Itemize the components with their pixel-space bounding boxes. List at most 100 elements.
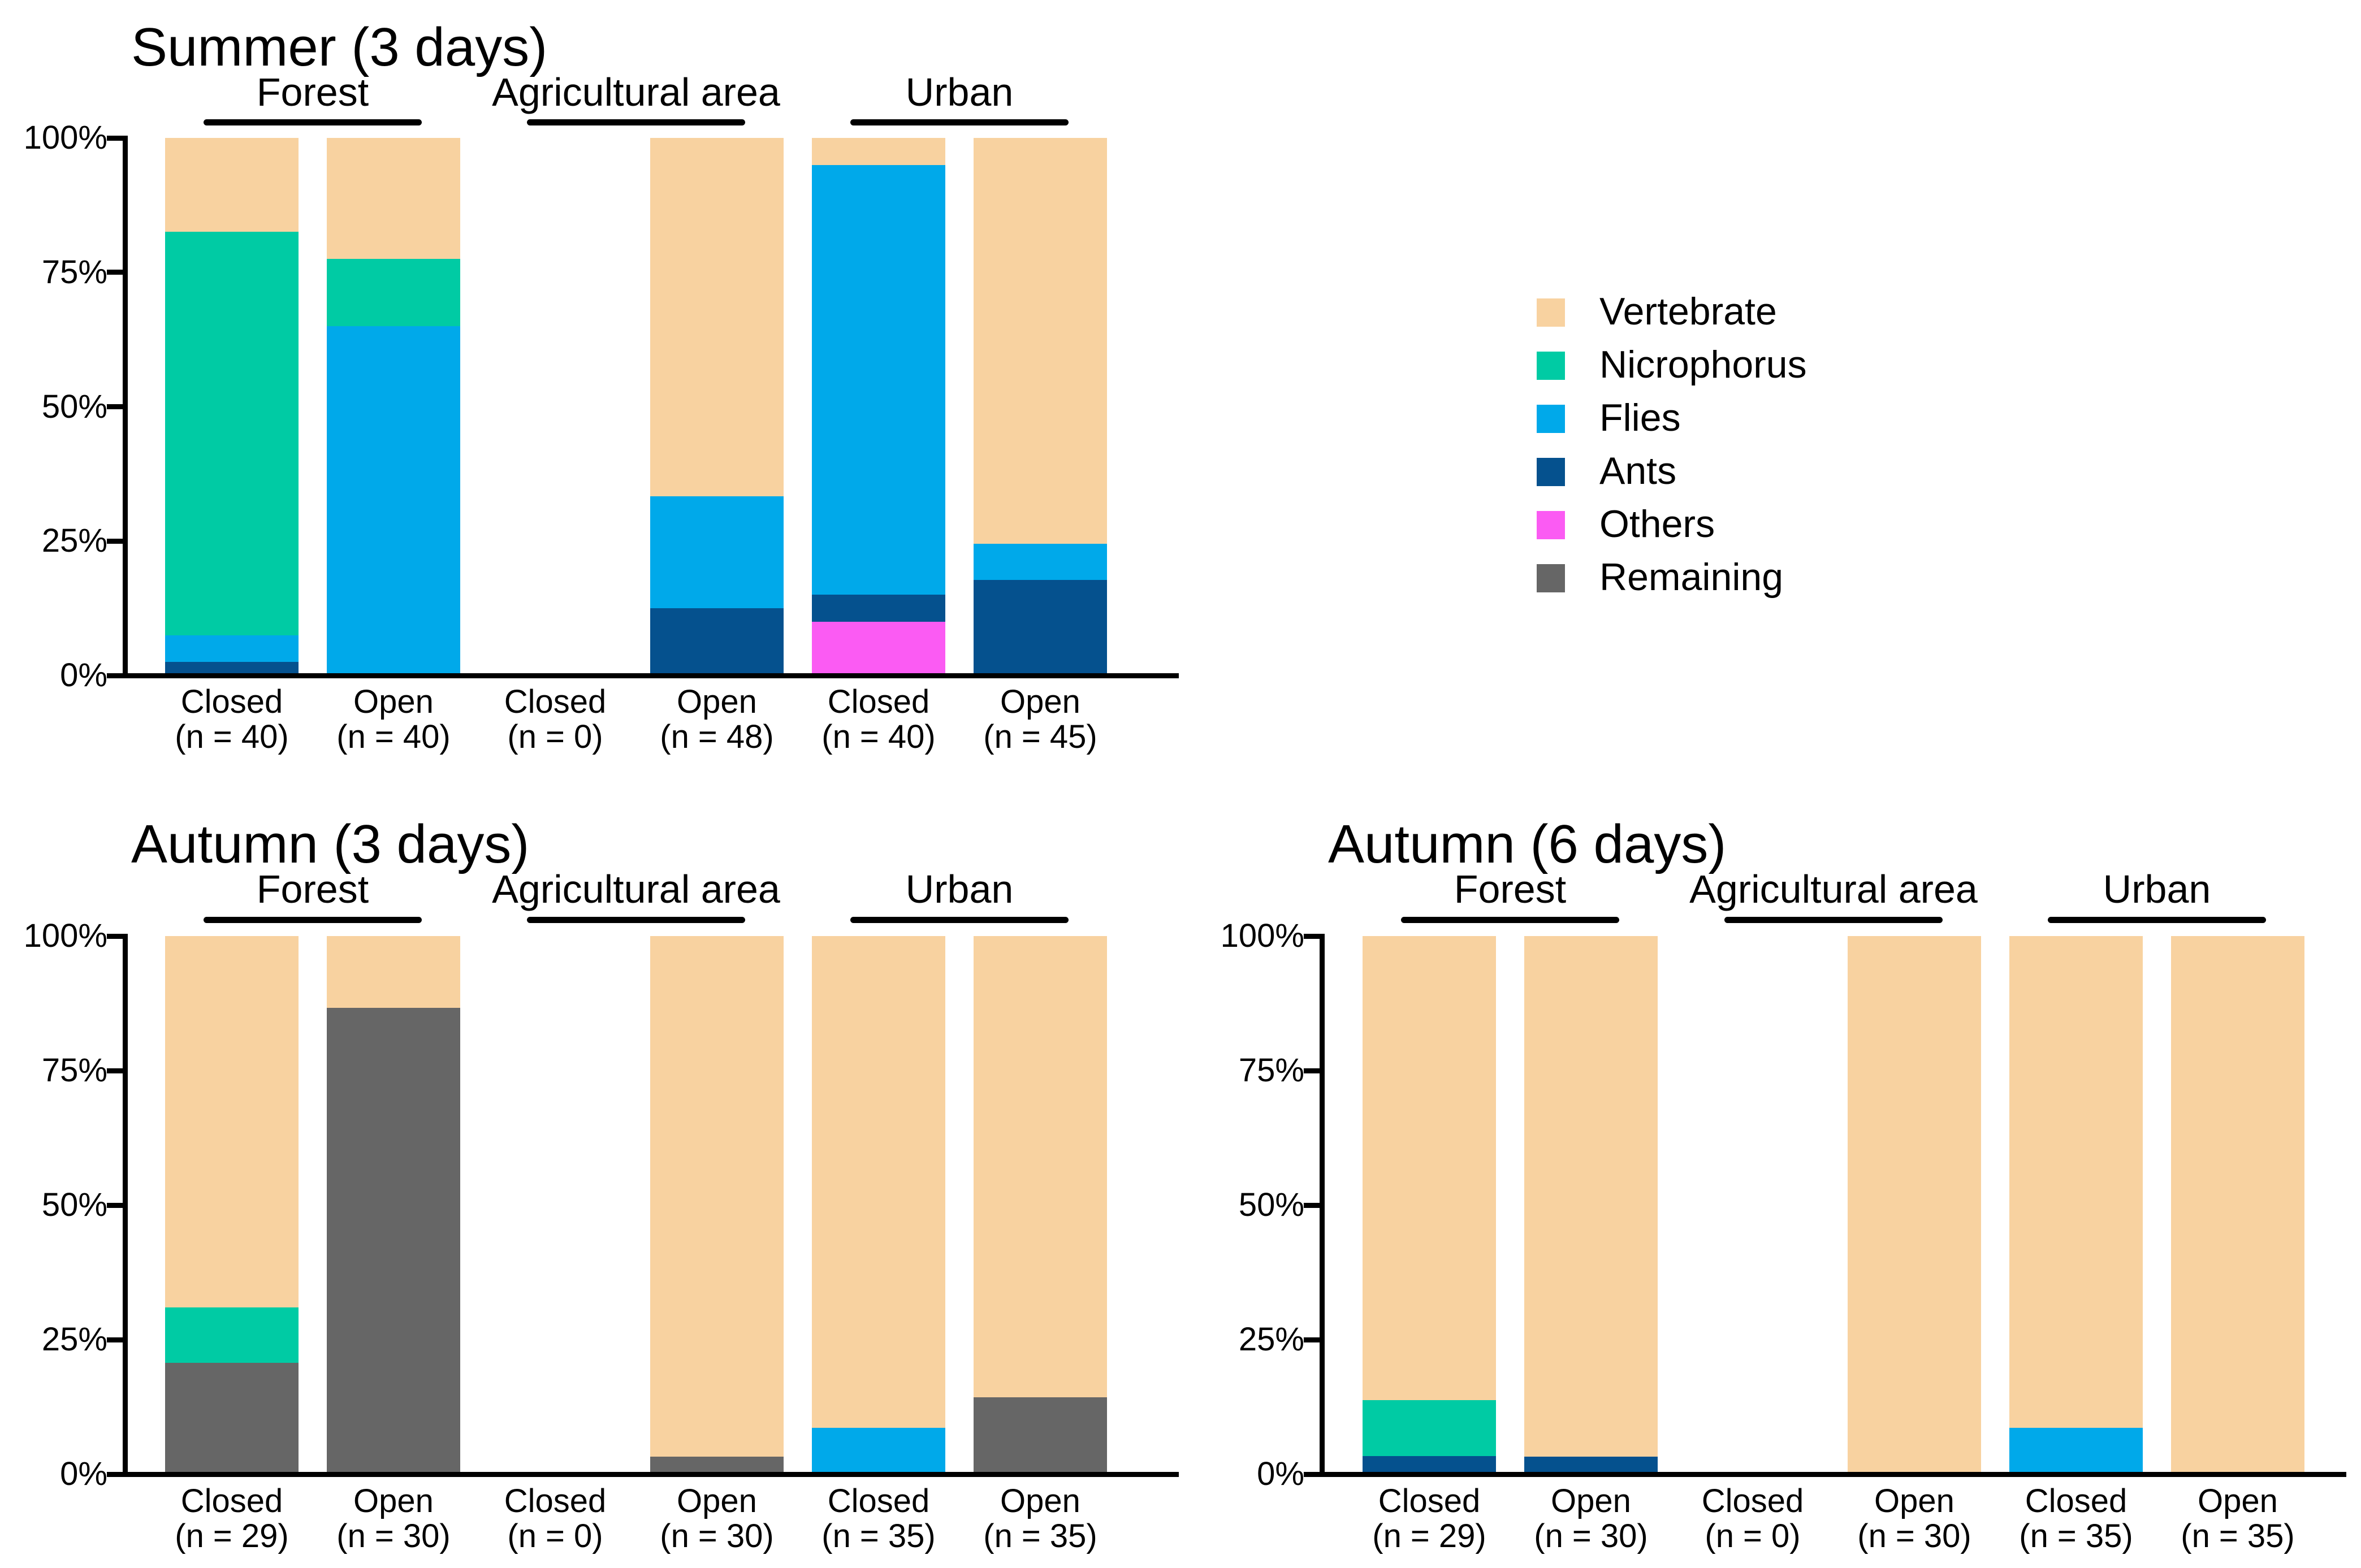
legend-swatch-remaining <box>1537 564 1565 592</box>
bar-segment-vertebrate <box>165 936 299 1307</box>
x-tick-label: Closed <box>1378 1483 1481 1519</box>
y-axis-tick <box>107 404 123 409</box>
bar-segment-remaining <box>165 1363 299 1474</box>
y-tick-label: 25% <box>41 1321 107 1358</box>
bar-segment-vertebrate <box>974 138 1107 544</box>
group-label: Forest <box>256 867 369 911</box>
x-tick-n-label: (n = 29) <box>175 1518 289 1554</box>
group-label: Agricultural area <box>492 867 780 911</box>
group-label: Agricultural area <box>492 70 780 114</box>
y-axis-line <box>1320 934 1325 1477</box>
x-tick-n-label: (n = 0) <box>507 1518 603 1554</box>
y-tick-label: 0% <box>60 657 107 694</box>
x-tick-label: Open <box>1000 1483 1080 1519</box>
y-axis-tick <box>107 136 123 141</box>
y-tick-label: 100% <box>23 917 107 954</box>
y-tick-label: 50% <box>1238 1186 1304 1223</box>
group-underline <box>850 917 1069 923</box>
x-tick-n-label: (n = 45) <box>983 718 1097 755</box>
bar-segment-nicrophorus <box>165 1307 299 1363</box>
bar-segment-ants <box>1524 1457 1658 1474</box>
bar-segment-ants <box>974 580 1107 675</box>
x-tick-label: Closed <box>504 1483 607 1519</box>
x-tick-label: Open <box>677 683 757 720</box>
bar-segment-vertebrate <box>812 936 945 1428</box>
x-tick-label: Open <box>1000 683 1080 720</box>
bar-segment-vertebrate <box>327 936 460 1008</box>
group-underline <box>850 119 1069 125</box>
bar-segment-flies <box>812 165 945 595</box>
y-tick-label: 25% <box>41 522 107 559</box>
legend-label: Others <box>1599 503 1715 545</box>
y-axis-tick <box>107 539 123 544</box>
y-axis-line <box>123 934 128 1477</box>
x-tick-n-label: (n = 30) <box>660 1518 774 1554</box>
bar-segment-vertebrate <box>2171 936 2304 1474</box>
bar-segment-flies <box>327 326 460 675</box>
y-tick-label: 75% <box>41 254 107 291</box>
legend-swatch-others <box>1537 511 1565 539</box>
x-tick-label: Closed <box>1701 1483 1804 1519</box>
x-axis-line <box>123 1472 1179 1477</box>
y-tick-label: 50% <box>41 388 107 425</box>
bar-segment-vertebrate <box>1848 936 1981 1474</box>
y-axis-tick <box>107 1337 123 1342</box>
x-tick-label: Open <box>1551 1483 1631 1519</box>
bar-segment-remaining <box>974 1397 1107 1474</box>
x-tick-n-label: (n = 35) <box>983 1518 1097 1554</box>
bar-segment-nicrophorus <box>165 232 299 635</box>
x-tick-n-label: (n = 35) <box>2019 1518 2133 1554</box>
y-tick-label: 75% <box>41 1052 107 1089</box>
y-axis-tick <box>1304 1068 1320 1073</box>
bar-segment-others <box>812 622 945 675</box>
group-label: Agricultural area <box>1689 867 1978 911</box>
group-label: Forest <box>1454 867 1567 911</box>
y-axis-tick <box>1304 1472 1320 1477</box>
x-tick-label: Closed <box>2025 1483 2128 1519</box>
x-tick-label: Closed <box>180 1483 283 1519</box>
bar-segment-ants <box>1363 1456 1496 1474</box>
bar-segment-flies <box>2009 1428 2143 1474</box>
x-tick-n-label: (n = 30) <box>1857 1518 1971 1554</box>
bar-segment-flies <box>812 1428 945 1474</box>
group-label: Forest <box>256 70 369 114</box>
x-tick-n-label: (n = 0) <box>507 718 603 755</box>
bar-segment-flies <box>650 496 784 608</box>
x-tick-label: Closed <box>180 683 283 720</box>
x-tick-label: Closed <box>827 683 930 720</box>
bar-segment-nicrophorus <box>1363 1400 1496 1456</box>
bar-segment-vertebrate <box>165 138 299 232</box>
group-underline <box>204 119 422 125</box>
legend-swatch-ants <box>1537 458 1565 486</box>
y-tick-label: 75% <box>1238 1052 1304 1089</box>
legend-swatch-nicrophorus <box>1537 352 1565 380</box>
panel-title: Autumn (6 days) <box>1328 814 1727 874</box>
panel-title: Autumn (3 days) <box>131 814 530 874</box>
bar-segment-ants <box>650 608 784 675</box>
legend-label: Ants <box>1599 449 1677 492</box>
group-label: Urban <box>905 70 1014 114</box>
x-tick-n-label: (n = 48) <box>660 718 774 755</box>
y-axis-tick <box>107 1068 123 1073</box>
x-tick-n-label: (n = 40) <box>336 718 451 755</box>
bar-segment-ants <box>812 595 945 622</box>
bar-segment-flies <box>974 544 1107 580</box>
x-tick-label: Closed <box>504 683 607 720</box>
y-tick-label: 0% <box>1257 1456 1304 1492</box>
y-tick-label: 100% <box>23 119 107 156</box>
x-tick-n-label: (n = 30) <box>336 1518 451 1554</box>
y-axis-tick <box>107 1472 123 1477</box>
y-axis-line <box>123 136 128 678</box>
legend-swatch-flies <box>1537 405 1565 433</box>
x-tick-n-label: (n = 35) <box>2181 1518 2295 1554</box>
y-axis-tick <box>107 1203 123 1208</box>
group-underline <box>1401 917 1619 923</box>
x-tick-label: Open <box>1874 1483 1954 1519</box>
legend-label: Vertebrate <box>1599 290 1777 333</box>
bar-segment-vertebrate <box>1524 936 1658 1457</box>
legend-label: Nicrophorus <box>1599 343 1807 386</box>
group-label: Urban <box>905 867 1014 911</box>
legend-label: Flies <box>1599 396 1681 439</box>
group-label: Urban <box>2103 867 2211 911</box>
